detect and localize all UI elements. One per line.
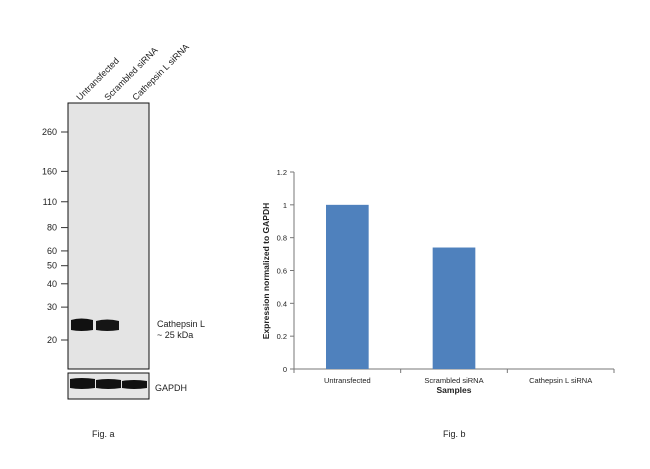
marker-ladder: 260 160 110 80 60 50 40 30 20	[42, 127, 68, 345]
bar	[326, 204, 369, 369]
marker-label: 60	[47, 246, 57, 256]
gapdh-band-lane-1	[70, 378, 95, 389]
bar-chart-figure: 0 0.2 0.4 0.6 0.8 1 1.2 Untransfected Scrambled…	[261, 168, 615, 439]
gapdh-label: GAPDH	[155, 383, 187, 393]
band-lane-2	[96, 319, 119, 331]
bar-series	[326, 204, 476, 369]
gapdh-bands	[70, 378, 147, 389]
y-tick-label: 0.8	[277, 234, 287, 243]
y-tick-label: 0.4	[277, 299, 287, 308]
marker-label: 110	[43, 197, 57, 207]
gapdh-band-lane-3	[122, 380, 147, 389]
bar	[432, 247, 476, 369]
x-category-label: Cathepsin L siRNA	[529, 376, 592, 385]
marker-label: 260	[42, 127, 57, 137]
x-axis-label: Samples	[437, 385, 472, 395]
x-category-label: Untransfected	[324, 376, 371, 385]
band-lane-1	[71, 318, 93, 331]
western-blot-figure: Untransfected Scrambled siRNA Cathepsin …	[42, 42, 205, 439]
band-label-line2: ~ 25 kDa	[157, 330, 193, 340]
x-axis-categories: Untransfected Scrambled siRNA Cathepsin L …	[293, 369, 615, 385]
y-tick-label: 1	[283, 201, 287, 210]
marker-label: 80	[47, 223, 57, 233]
marker-label: 160	[42, 166, 57, 176]
marker-label: 20	[47, 335, 57, 345]
y-axis-ticks: 0 0.2 0.4 0.6 0.8 1 1.2	[277, 168, 294, 374]
marker-label: 40	[47, 279, 57, 289]
y-tick-label: 0.6	[277, 267, 287, 276]
y-tick-label: 0	[283, 365, 287, 374]
marker-label: 30	[47, 302, 57, 312]
x-category-label: Scrambled siRNA	[424, 376, 483, 385]
gapdh-band-lane-2	[96, 379, 121, 389]
y-tick-label: 0.2	[277, 332, 287, 341]
fig-a-caption: Fig. a	[92, 429, 115, 439]
y-tick-label: 1.2	[277, 168, 287, 177]
cathepsin-bands	[71, 318, 119, 331]
lane-labels: Untransfected Scrambled siRNA Cathepsin …	[74, 42, 191, 103]
band-label-line1: Cathepsin L	[157, 319, 205, 329]
marker-label: 50	[47, 261, 57, 271]
y-axis-label: Expression normalized to GAPDH	[261, 203, 271, 340]
fig-b-caption: Fig. b	[443, 429, 466, 439]
